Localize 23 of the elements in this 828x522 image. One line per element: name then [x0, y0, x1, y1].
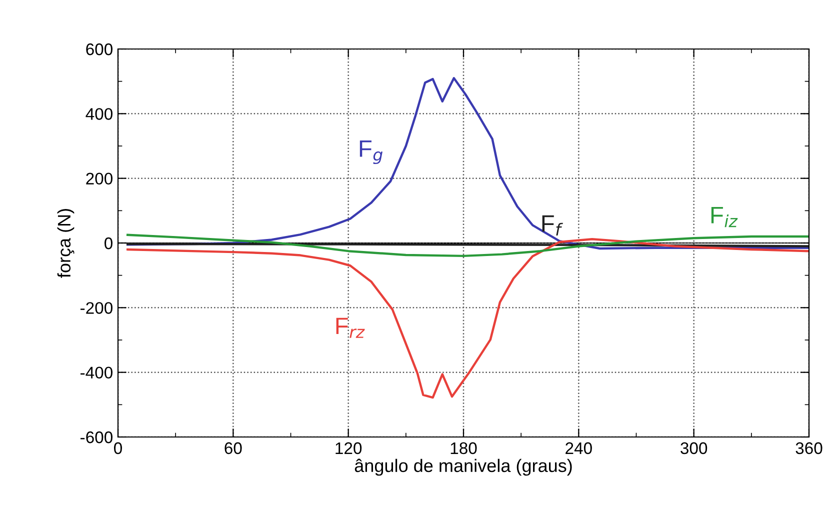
- y-tick-label: -400: [80, 366, 112, 379]
- x-tick-label: 0: [114, 442, 122, 454]
- x-tick-label: 180: [450, 442, 477, 454]
- y-tick-label: -200: [80, 302, 112, 314]
- series-label: F$_{iz}$: [711, 206, 738, 228]
- x-tick-label: 360: [796, 442, 822, 454]
- x-tick-label: 60: [224, 442, 242, 454]
- y-tick-label: 200: [86, 172, 112, 185]
- y-tick-label: 400: [86, 108, 112, 120]
- y-tick-label: 0: [104, 237, 112, 250]
- x-tick-label: 240: [566, 442, 592, 454]
- series-label: F$_{f}$: [542, 215, 563, 236]
- line-series: [126, 76, 809, 250]
- x-tick-label: 120: [336, 442, 362, 454]
- line-series: [126, 234, 809, 258]
- x-tick-label: 300: [680, 442, 708, 454]
- y-tick-label: -600: [80, 431, 112, 444]
- series-label: F$_{rz}$: [336, 318, 365, 338]
- line-series: [126, 238, 809, 399]
- x-axis-title: ângulo de manivela (graus): [354, 458, 572, 476]
- series-label: F$_{g}$: [360, 140, 382, 164]
- y-tick-label: 600: [86, 43, 112, 56]
- y-axis-title: força (N): [57, 209, 74, 278]
